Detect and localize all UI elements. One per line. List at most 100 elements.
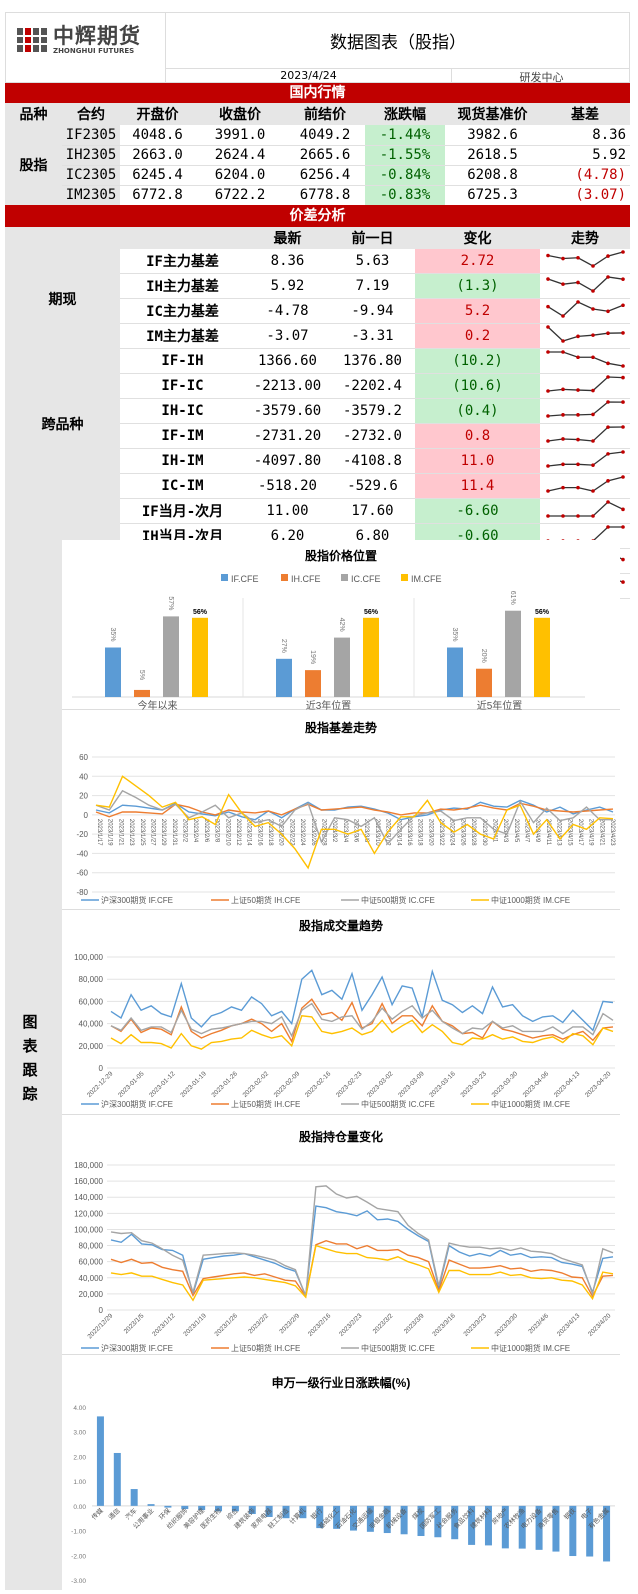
series-line-if (110, 968, 614, 1032)
table-row: IH-IC -3579.60 -3579.2 (0.4) (5, 398, 630, 424)
x-tick-label: 2023-03-30 (491, 1070, 520, 1099)
sparkline-line (547, 276, 624, 292)
series-line-ic (110, 1002, 614, 1038)
chart-open-interest: 股指持仓量变化 沪深300期货 IF.CFE 上证50期货 IH.CFE 中证500期… (62, 1115, 620, 1355)
x-tick-label: 2023-03-16 (428, 1070, 457, 1099)
sparkline-point (561, 387, 565, 392)
trend-sparkline (540, 398, 630, 424)
x-tick-label: 2023/2/2 (247, 1312, 270, 1335)
x-tick-label: 2023/3/16 (431, 1312, 457, 1338)
x-tick-label: 2023/1/12 (151, 1312, 177, 1338)
x-tick-label: 2023/4/11 (545, 819, 551, 846)
x-tick-label: 2023/2/4 (192, 819, 198, 843)
y-tick-label: 0 (84, 811, 89, 820)
sparkline-point (576, 437, 580, 442)
sparkline-point (546, 325, 550, 329)
x-tick-label: 2023-02-09 (273, 1070, 302, 1099)
trend-sparkline (540, 373, 630, 399)
contract: IH2305 (62, 145, 120, 166)
trend-sparkline (540, 423, 630, 449)
data-label: 27% (280, 639, 287, 653)
legend-label: IH.CFE (291, 574, 321, 584)
chart-industry-change: 申万一级行业日涨跌幅(%) 4.00 3.00 2.00 1.00 0.00 -1.00 -2… (62, 1355, 620, 1590)
sparkline-point (576, 514, 580, 518)
series-line-im (110, 1244, 614, 1302)
spread-name: IH-IC (120, 398, 245, 424)
x-tick-label: 2023-01-05 (117, 1070, 146, 1099)
x-tick-label: 2023/2/12 (235, 819, 241, 846)
sparkline-point (561, 437, 565, 441)
sparkline-point (561, 350, 565, 354)
sparkline (546, 400, 625, 418)
x-tick-label: 2023/4/17 (577, 819, 583, 846)
table-row: 跨品种 IF-IH 1366.60 1376.80 (10.2) (5, 348, 630, 499)
prev-day-value: -3579.2 (330, 398, 415, 424)
bar (265, 1505, 273, 1517)
x-tick-label: 2023/3/8 (363, 819, 369, 843)
sparkline-point (576, 255, 580, 260)
x-tick-label: 2023/4/7 (524, 819, 530, 843)
x-tick-label: 2023/1/19 (107, 819, 113, 846)
sparkline-point (606, 525, 610, 529)
sparkline-point (621, 475, 625, 479)
x-tick-label: 今年以来 (138, 699, 178, 710)
basis: (4.78) (540, 165, 630, 186)
sparkline-line (547, 476, 624, 492)
chart-title: 申万一级行业日涨跌幅(%) (272, 1375, 411, 1390)
sparkline-point (606, 400, 610, 404)
sparkline-point (591, 333, 595, 337)
data-label: 42% (338, 618, 345, 632)
basis: (3.07) (540, 185, 630, 206)
x-tick-label: 2023/1/17 (96, 819, 102, 846)
close-price: 6204.0 (195, 165, 285, 186)
bar (468, 1505, 476, 1545)
y-tick-label: -80 (76, 888, 88, 897)
col-header: 涨跌幅 (365, 103, 445, 125)
sparkline-point (606, 375, 610, 379)
report-header (5, 12, 630, 83)
x-tick-label: 2023/3/22 (438, 819, 444, 846)
sparkline (546, 475, 625, 493)
change-pct: -0.83% (365, 185, 445, 206)
section-spread: 价差分析 (5, 205, 630, 227)
data-label: 35% (451, 628, 458, 642)
bar (447, 647, 463, 697)
y-tick-label: 40,000 (79, 1274, 104, 1283)
sparkline-point (606, 254, 610, 258)
col-change: 变化 (415, 227, 540, 249)
y-tick-label: -1.00 (71, 1529, 86, 1536)
x-tick-label: 2023/4/3 (502, 819, 508, 843)
group-label: 期现 (5, 249, 120, 349)
charts-label: 图表跟踪 (20, 1010, 40, 1106)
legend-label: 中证500期货 IC.CFE (361, 1343, 435, 1353)
series-line-im (95, 775, 614, 870)
x-tick-label: 2023/2/28 (320, 819, 326, 846)
sparkline-point (546, 253, 550, 258)
x-tick-label: 2023-01-26 (210, 1070, 239, 1099)
table-row: IC-IM -518.20 -529.6 11.4 (5, 473, 630, 499)
x-tick-label: 2023/3/26 (459, 819, 465, 846)
sparkline-point (606, 425, 610, 429)
bar (586, 1505, 594, 1557)
bar (535, 1505, 543, 1550)
bar (505, 610, 521, 697)
legend-label: 中证500期货 IC.CFE (361, 895, 435, 905)
bar (231, 1505, 239, 1512)
legend-label: 上证50期货 IH.CFE (231, 895, 300, 905)
series-line-im (110, 1015, 614, 1050)
y-tick-label: 20,000 (79, 1290, 104, 1299)
sparkline-point (546, 514, 550, 518)
spread-name: IC主力基差 (120, 298, 245, 324)
logo-mark-icon (17, 28, 47, 52)
series-line-if (95, 799, 614, 821)
legend-swatch (341, 574, 348, 581)
sparkline-point (546, 304, 550, 309)
bar (501, 1505, 509, 1549)
legend-label: 沪深300期货 IF.CFE (101, 1343, 173, 1353)
x-tick-label: 2023/2/24 (299, 819, 305, 846)
legend-label: 沪深300期货 IF.CFE (101, 1099, 173, 1109)
x-tick-label: 2023/3/10 (374, 819, 380, 846)
prev-day-value: 1376.80 (330, 348, 415, 374)
change-value: 2.72 (415, 249, 540, 274)
sparkline-point (591, 514, 595, 518)
